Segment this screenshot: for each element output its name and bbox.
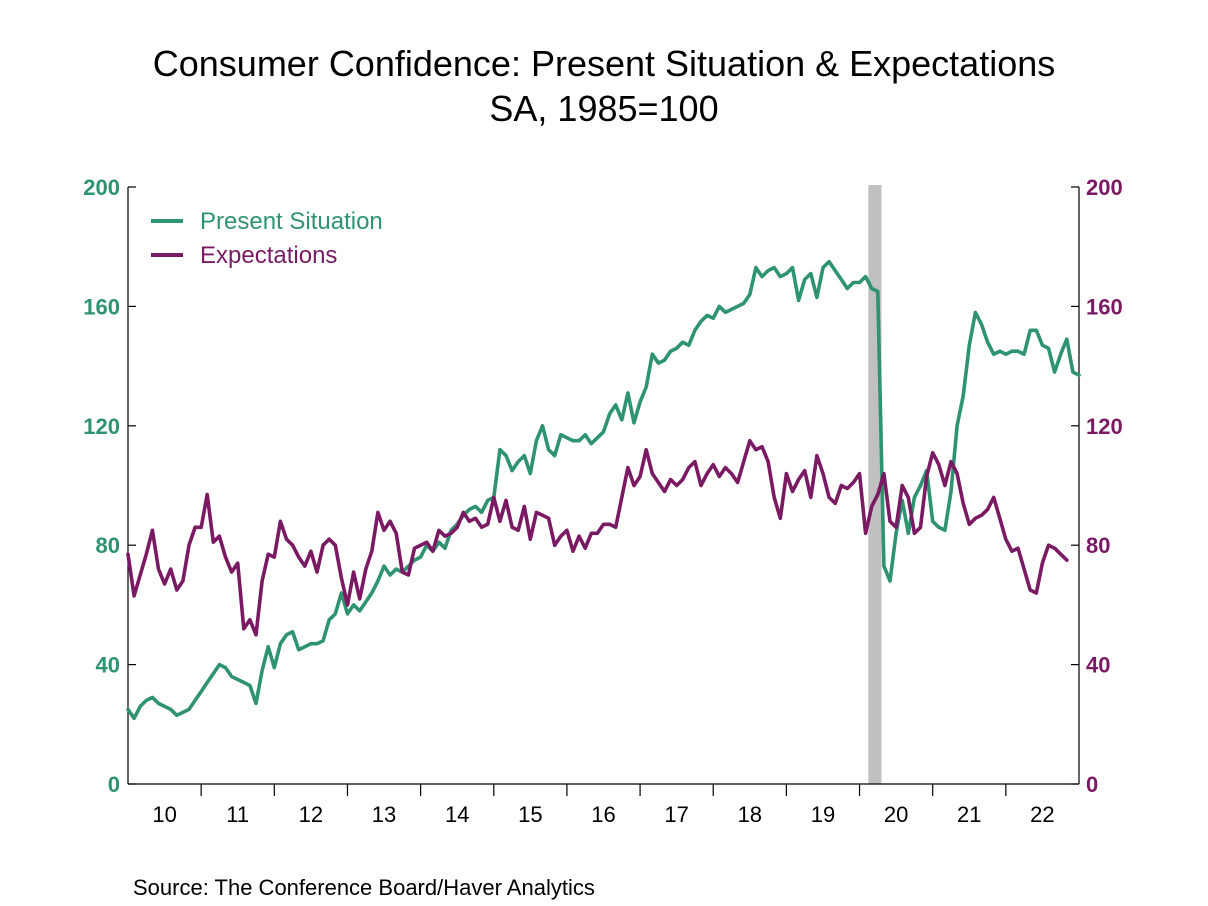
source-note: Source: The Conference Board/Haver Analy… (133, 875, 595, 900)
x-tick-label: 20 (884, 802, 908, 827)
x-tick-label: 19 (811, 802, 835, 827)
chart-title: Consumer Confidence: Present Situation &… (153, 43, 1056, 84)
y-right-tick-label: 120 (1086, 414, 1123, 439)
x-tick-label: 15 (518, 802, 542, 827)
x-tick-label: 16 (591, 802, 615, 827)
x-tick-label: 10 (152, 802, 176, 827)
y-right-tick-label: 80 (1086, 533, 1110, 558)
y-left-tick-label: 200 (83, 175, 120, 200)
y-left-tick-label: 40 (96, 653, 120, 678)
y-left-tick-label: 0 (108, 772, 120, 797)
series-line-present-situation (126, 259, 1081, 721)
x-tick-label: 21 (957, 802, 981, 827)
chart-subtitle: SA, 1985=100 (489, 88, 718, 129)
x-tick-label: 17 (664, 802, 688, 827)
x-tick-label: 22 (1030, 802, 1054, 827)
x-tick-label: 12 (299, 802, 323, 827)
y-left-tick-label: 160 (83, 294, 120, 319)
y-right-tick-label: 0 (1086, 772, 1098, 797)
y-right-tick-label: 40 (1086, 653, 1110, 678)
y-left-tick-label: 80 (96, 533, 120, 558)
y-right-tick-label: 160 (1086, 294, 1123, 319)
x-tick-label: 11 (226, 802, 249, 827)
legend-label-expectations: Expectations (200, 242, 337, 269)
series-line-expectations (126, 438, 1069, 637)
legend-label-present-situation: Present Situation (200, 208, 383, 235)
y-left-tick-label: 120 (83, 414, 120, 439)
y-right-tick-label: 200 (1086, 175, 1123, 200)
x-tick-label: 14 (445, 802, 469, 827)
x-tick-label: 18 (738, 802, 762, 827)
x-tick-label: 13 (372, 802, 396, 827)
